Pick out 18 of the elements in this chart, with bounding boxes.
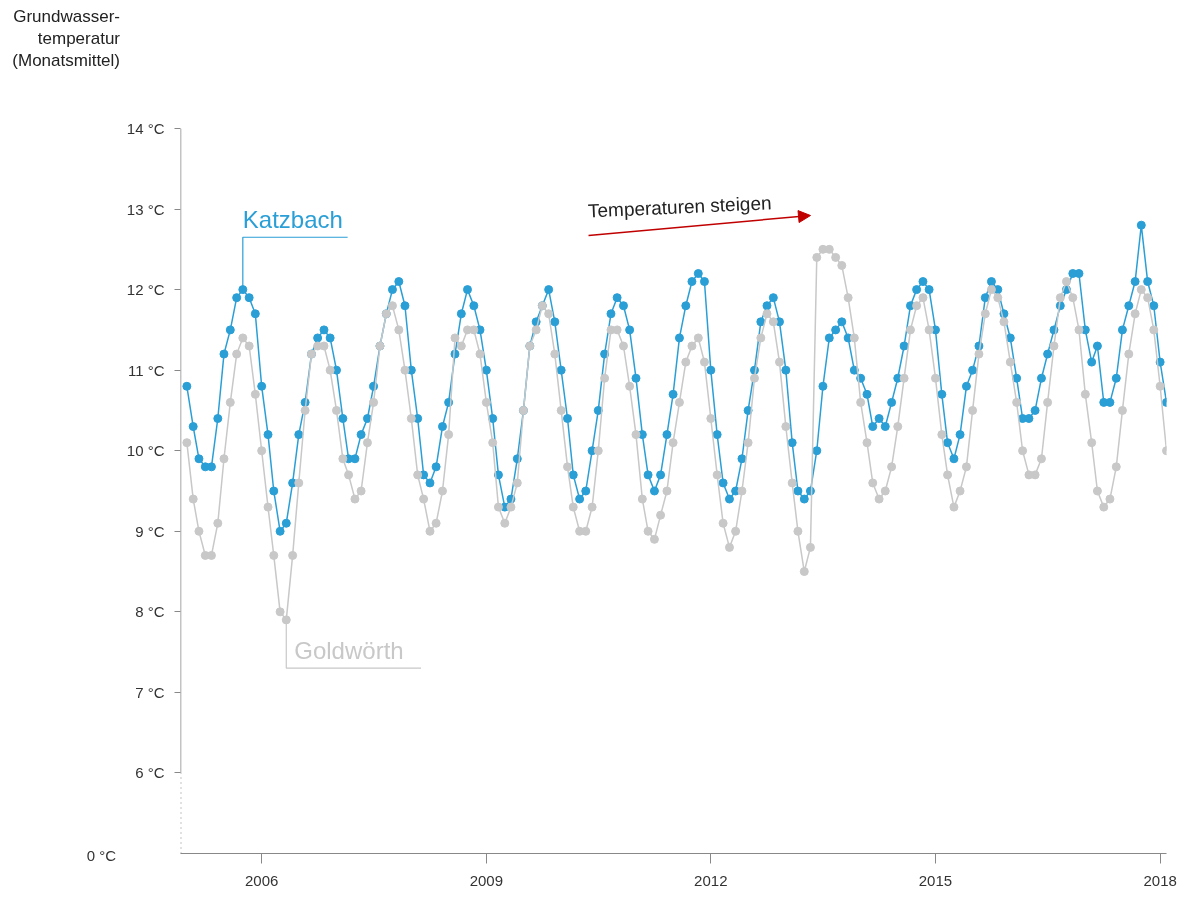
y-tick-label: 14 °C (126, 120, 165, 137)
y-tick-label: 8 °C (135, 603, 165, 621)
y-tick-label: 10 °C (126, 442, 165, 460)
y-tick-label: 9 °C (135, 522, 165, 540)
x-tick-label: 2015 (918, 871, 953, 889)
text: 0 °C (86, 846, 116, 866)
x-tick-label: 2006 (244, 871, 279, 889)
y-tick-label: 6 °C (135, 764, 165, 782)
x-tick-label: 2018 (1143, 871, 1177, 889)
y-tick-label: 11 °C (127, 361, 165, 379)
x-tick-label: 2009 (469, 871, 504, 889)
text: Katzbach (242, 206, 343, 234)
x-tick-label: 2012 (694, 871, 728, 889)
annotation: Temperaturen steigen (587, 192, 772, 222)
y-tick-label: 13 °C (126, 200, 165, 218)
y-tick-label: 7 °C (135, 683, 165, 701)
y-tick-label: 12 °C (126, 281, 165, 299)
y-axis-title: Grundwasser- temperatur (Monatsmittel) (12, 6, 120, 73)
